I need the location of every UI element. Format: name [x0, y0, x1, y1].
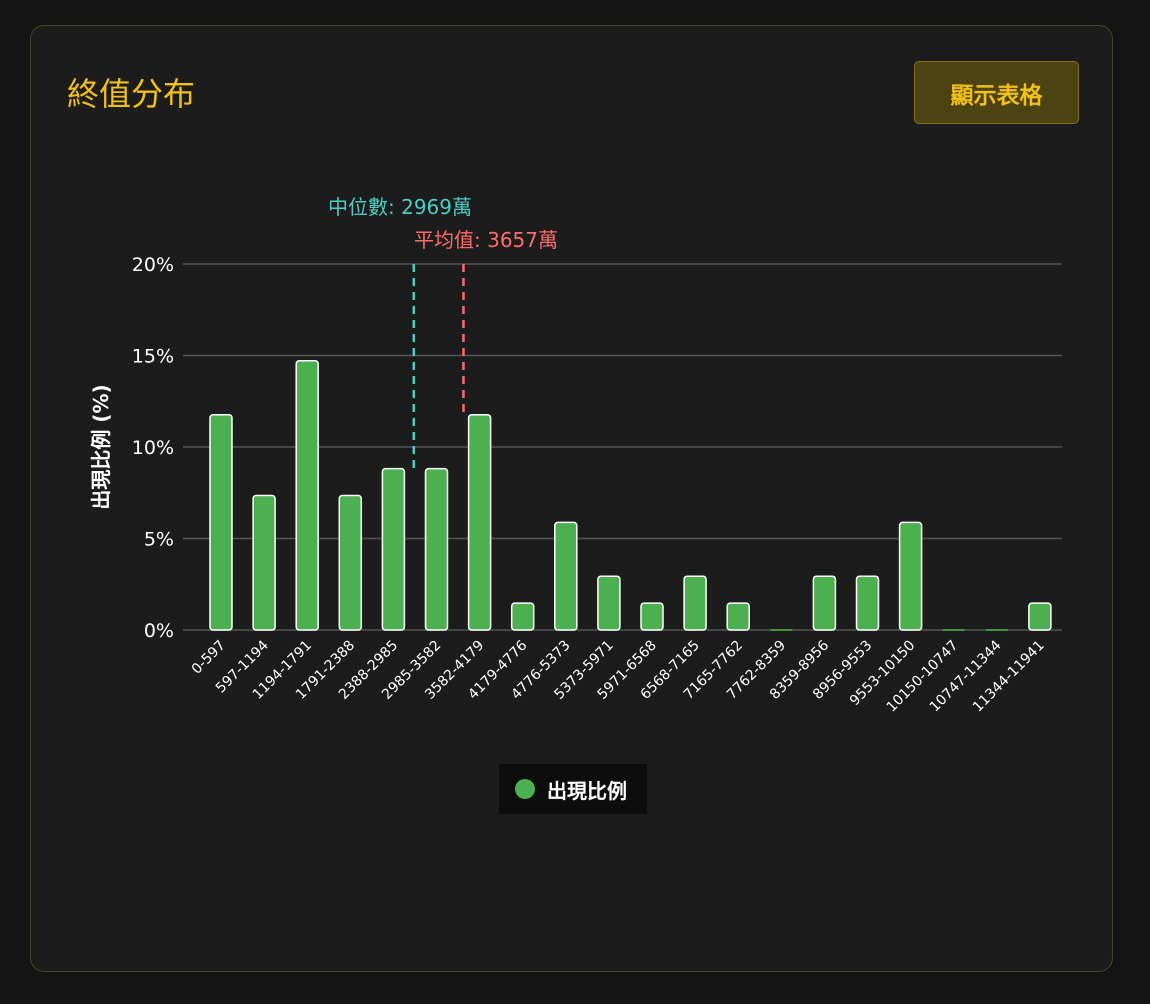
bar-7165-7762 — [726, 602, 750, 631]
card-title: 終值分布 — [67, 75, 196, 113]
bar-597-1194 — [252, 494, 276, 631]
y-tick-label: 0% — [144, 620, 174, 642]
bar-8956-9553 — [855, 575, 880, 631]
bar-4776-5373 — [554, 521, 578, 631]
bar-1791-2388 — [338, 494, 363, 631]
y-tick-label: 10% — [132, 437, 174, 459]
mean-label: 平均值: 3657萬 — [414, 228, 558, 252]
bar-6568-7165 — [683, 575, 707, 631]
y-tick-label: 20% — [132, 254, 174, 276]
bar-5373-5971 — [597, 575, 621, 631]
bar-3582-4179 — [467, 414, 492, 631]
bar-1194-1791 — [295, 360, 319, 631]
bar-11344-11941 — [1028, 602, 1052, 631]
bar-9553-10150 — [898, 521, 923, 631]
bar-5971-6568 — [640, 602, 664, 631]
bar-0-597 — [209, 414, 233, 631]
chart-legend[interactable]: 出現比例 — [499, 764, 647, 814]
y-tick-label: 15% — [132, 346, 174, 368]
legend-swatch — [515, 779, 535, 799]
x-tick-label: 0-597 — [189, 638, 229, 678]
bar-2388-2985 — [381, 467, 406, 631]
bar-2985-3582 — [424, 467, 449, 631]
y-tick-label: 5% — [144, 529, 174, 551]
bar-4179-4776 — [510, 602, 535, 631]
median-label: 中位數: 2969萬 — [328, 195, 472, 219]
bar-8359-8956 — [812, 575, 837, 631]
y-axis-title: 出現比例 (%) — [89, 384, 113, 509]
legend-label: 出現比例 — [547, 778, 627, 803]
show-table-button[interactable]: 顯示表格 — [914, 61, 1079, 124]
